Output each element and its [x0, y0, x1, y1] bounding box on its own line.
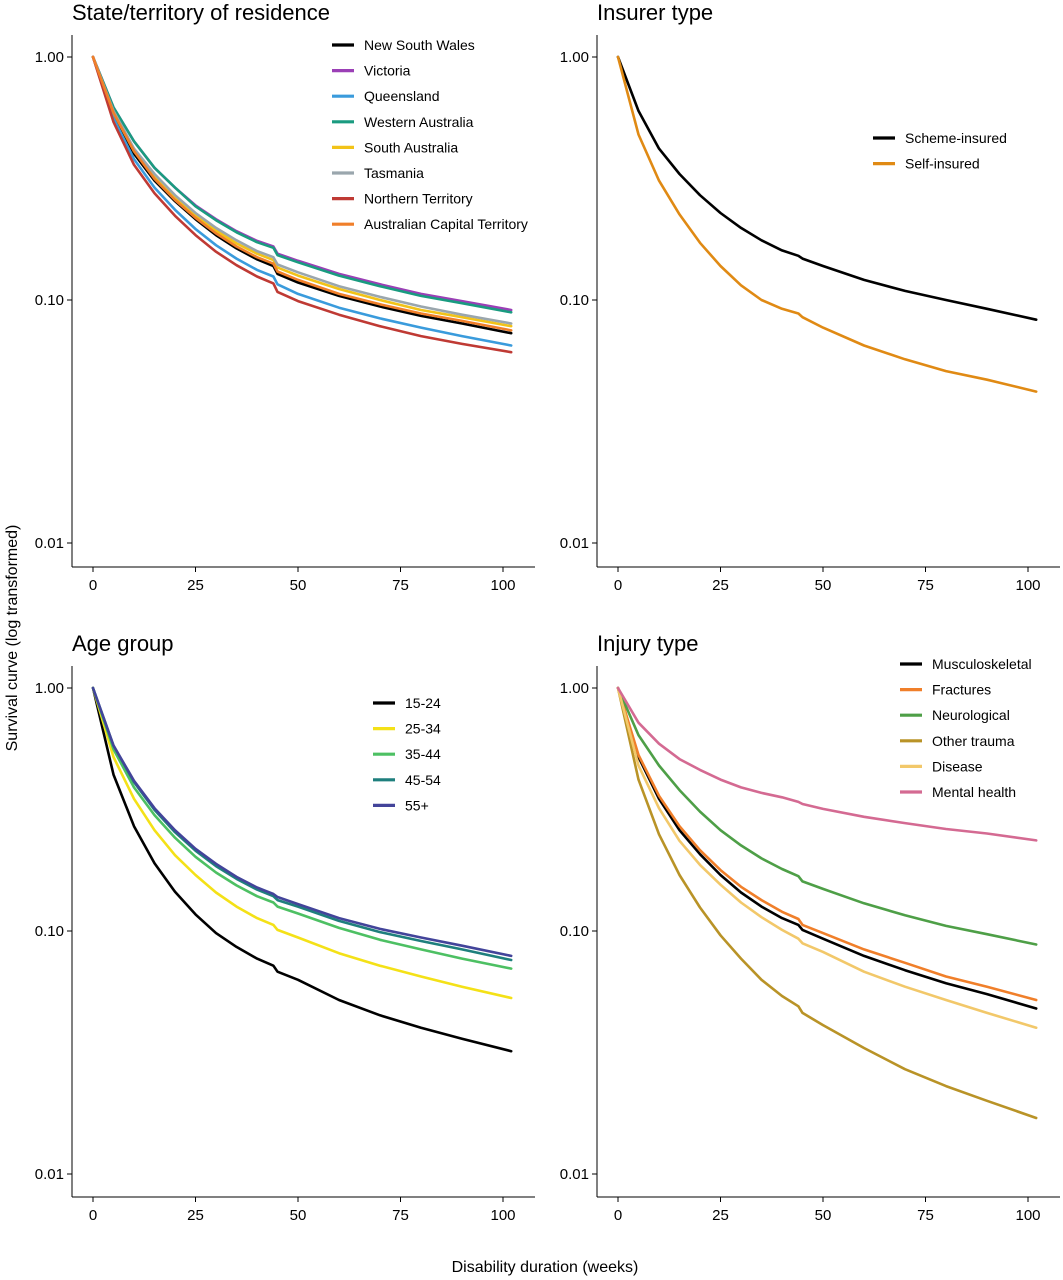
legend-label: New South Wales: [364, 37, 475, 53]
x-axis-label: Disability duration (weeks): [452, 1259, 639, 1276]
legend-label: South Australia: [364, 139, 458, 155]
legend-label: 15-24: [405, 695, 441, 711]
panel-title: State/territory of residence: [72, 0, 330, 25]
legend-label: Disease: [932, 758, 983, 774]
panel-injury-type: Injury type 0.01 0.10 1.00 0 25 50 75 100 Musculo…: [560, 631, 1060, 1224]
series-line-musculoskeletal: [616, 686, 1038, 1010]
series-line-mental-health: [616, 686, 1038, 842]
series-line-15-24: [91, 686, 513, 1053]
x-tick-label: 75: [392, 1207, 409, 1224]
series-line-self-insured: [616, 55, 1038, 393]
y-tick-label: 0.10: [560, 923, 589, 940]
y-tick-label: 1.00: [35, 49, 64, 66]
x-tick-label: 100: [490, 577, 515, 594]
legend-label: Musculoskeletal: [932, 656, 1032, 672]
x-tick-label: 75: [917, 577, 934, 594]
legend-label: Victoria: [364, 63, 411, 79]
x-tick-label: 25: [712, 1207, 729, 1224]
y-tick-label: 0.01: [35, 535, 64, 552]
series-line-55: [91, 686, 513, 958]
y-axis-label: Survival curve (log transformed): [4, 525, 21, 752]
series-line-45-54: [91, 686, 513, 962]
series-line-scheme-insured: [616, 55, 1038, 321]
series-line-other-trauma: [616, 686, 1038, 1120]
legend-label: Western Australia: [364, 114, 474, 130]
series-line-35-44: [91, 686, 513, 970]
panel-age-group: Age group 0.01 0.10 1.00 0 25 50 75 100 15-24 25-3…: [35, 631, 535, 1224]
panel-state-territory-of-residence: State/territory of residence 0.01 0.10 1.00…: [35, 0, 535, 594]
y-tick-label: 1.00: [560, 680, 589, 697]
x-tick-label: 50: [290, 577, 307, 594]
x-tick-label: 100: [490, 1207, 515, 1224]
series-line-tasmania: [91, 55, 513, 325]
x-tick-label: 25: [712, 577, 729, 594]
x-tick-label: 100: [1015, 1207, 1040, 1224]
series-line-fractures: [616, 686, 1038, 1002]
x-tick-label: 25: [187, 577, 204, 594]
legend-label: Australian Capital Territory: [364, 216, 528, 232]
legend-label: Self-insured: [905, 156, 980, 172]
legend-label: Scheme-insured: [905, 130, 1007, 146]
x-tick-label: 0: [89, 1207, 97, 1224]
y-tick-label: 0.10: [35, 292, 64, 309]
x-tick-label: 75: [392, 577, 409, 594]
series-line-australian-capital-territory: [91, 55, 513, 332]
y-tick-label: 0.01: [560, 535, 589, 552]
panel-title: Age group: [72, 631, 174, 656]
x-tick-label: 50: [815, 1207, 832, 1224]
x-tick-label: 0: [614, 577, 622, 594]
series-line-neurological: [616, 686, 1038, 946]
series-line-25-34: [91, 686, 513, 1000]
y-tick-label: 0.01: [560, 1166, 589, 1183]
legend-label: Mental health: [932, 784, 1016, 800]
legend-label: 25-34: [405, 721, 441, 737]
legend-label: Northern Territory: [364, 191, 473, 207]
panel-title: Injury type: [597, 631, 699, 656]
legend-label: Other trauma: [932, 733, 1015, 749]
legend-label: 45-54: [405, 772, 441, 788]
legend-label: Queensland: [364, 88, 440, 104]
x-tick-label: 50: [815, 577, 832, 594]
legend-label: Neurological: [932, 707, 1010, 723]
x-tick-label: 75: [917, 1207, 934, 1224]
legend-label: Tasmania: [364, 165, 424, 181]
series-line-western-australia: [91, 55, 513, 314]
legend-label: Fractures: [932, 682, 991, 698]
legend-label: 35-44: [405, 746, 441, 762]
x-tick-label: 0: [614, 1207, 622, 1224]
y-tick-label: 0.01: [35, 1166, 64, 1183]
series-line-disease: [616, 686, 1038, 1029]
x-tick-label: 100: [1015, 577, 1040, 594]
y-tick-label: 1.00: [35, 680, 64, 697]
y-tick-label: 0.10: [560, 292, 589, 309]
panel-title: Insurer type: [597, 0, 713, 25]
x-tick-label: 25: [187, 1207, 204, 1224]
y-tick-label: 0.10: [35, 923, 64, 940]
series-line-queensland: [91, 55, 513, 347]
panel-insurer-type: Insurer type 0.01 0.10 1.00 0 25 50 75 100 Scheme…: [560, 0, 1060, 594]
x-tick-label: 50: [290, 1207, 307, 1224]
y-tick-label: 1.00: [560, 49, 589, 66]
series-line-northern-territory: [91, 55, 513, 354]
x-tick-label: 0: [89, 577, 97, 594]
legend-label: 55+: [405, 797, 429, 813]
